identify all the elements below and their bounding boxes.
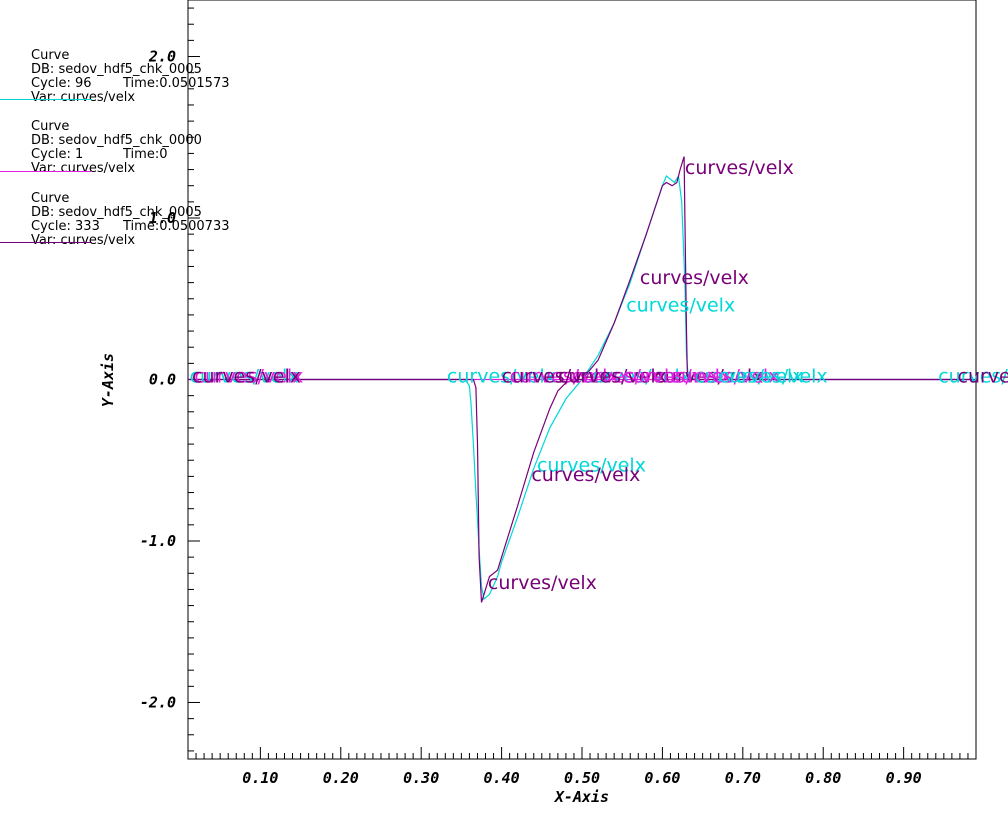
- curve-label: curves/velx: [670, 366, 779, 388]
- curve-label: curves/velx: [640, 267, 749, 289]
- curve-label: curves/velx: [190, 366, 299, 388]
- legend-entry: Curve DB: sedov_hdf5_chk_0005 Cycle: 96 T…: [0, 48, 230, 105]
- curve-label: curves/velx: [531, 464, 640, 486]
- legend-line-swatch: [0, 242, 92, 243]
- legend-time: Time:0.0500733: [123, 219, 230, 234]
- legend-var: Var: curves/velx: [31, 90, 136, 105]
- y-tick-label: 0.0: [149, 371, 176, 389]
- axis-ticks: [188, 7, 977, 759]
- legend-time: Time:0.0501573: [123, 76, 230, 91]
- legend-cycle-time: Cycle: 1 Time:0: [31, 148, 202, 162]
- curve-label: curves/velx: [626, 294, 735, 316]
- curve-label: curves/velx: [488, 572, 597, 594]
- x-tick-label: 0.30: [403, 769, 439, 787]
- legend-var: Var: curves/velx: [31, 233, 136, 248]
- curve-label: curves/velx: [695, 366, 804, 388]
- legend-cycle-time: Cycle: 333 Time:0.0500733: [31, 220, 230, 234]
- x-tick-label: 0.10: [242, 769, 278, 787]
- curve-label: curves/velx: [502, 366, 611, 388]
- legend-curve-name: Curve: [31, 191, 70, 206]
- curve-label: curves/velx: [194, 366, 303, 388]
- legend-cycle: Cycle: 333: [31, 219, 100, 234]
- legend-var: Var: curves/velx: [31, 161, 136, 176]
- legend-line-swatch: [0, 171, 92, 172]
- curve-label: curves/velx: [938, 366, 1008, 388]
- legend-curve-name: Curve: [31, 48, 70, 63]
- x-tick-label: 0.50: [564, 769, 600, 787]
- legend-curve-name: Curve: [31, 119, 70, 134]
- legend-cycle: Cycle: 96: [31, 76, 92, 91]
- y-tick-label: 2.0: [148, 48, 176, 66]
- x-tick-label: 0.20: [323, 769, 359, 787]
- curve-label: curves/velx: [572, 366, 681, 388]
- series-line-2: [188, 156, 976, 603]
- curve-label: curves/velx: [719, 366, 828, 388]
- legend-entry: Curve DB: sedov_hdf5_chk_0000 Cycle: 1 Ti…: [0, 119, 202, 176]
- curve-label: curves/velx: [537, 454, 646, 476]
- curve-label: curves/velx: [192, 366, 301, 388]
- curve-label: curves/velx: [582, 366, 691, 388]
- curve-label: curves/velx: [510, 366, 619, 388]
- y-tick-label: -2.0: [140, 693, 176, 711]
- curve-label: curves/velx: [654, 366, 763, 388]
- y-tick-label: 1.0: [149, 209, 176, 227]
- legend-db: DB: sedov_hdf5_chk_0000: [31, 133, 202, 148]
- legend-db: DB: sedov_hdf5_chk_0005: [31, 62, 202, 77]
- series-line-0: [188, 174, 976, 601]
- x-tick-label: 0.80: [805, 769, 841, 787]
- x-axis-title: X-Axis: [553, 788, 609, 806]
- x-tick-label: 0.60: [644, 769, 680, 787]
- x-tick-label: 0.90: [886, 769, 922, 787]
- x-tick-label: 0.70: [725, 769, 761, 787]
- curve-label: curves/velx: [958, 366, 1008, 388]
- legend-cycle-time: Cycle: 96 Time:0.0501573: [31, 77, 230, 91]
- curve-label: curves/velx: [558, 366, 667, 388]
- legend-db: DB: sedov_hdf5_chk_0005: [31, 205, 202, 220]
- legend-time: Time:0: [123, 147, 168, 162]
- curve-label: curves/velx: [447, 366, 556, 388]
- x-tick-label: 0.40: [484, 769, 520, 787]
- legend-entry: Curve DB: sedov_hdf5_chk_0005 Cycle: 333…: [0, 191, 230, 248]
- legend-line-swatch: [0, 99, 92, 100]
- axis-tick-labels: 0.10 0.20 0.30 0.40 0.50 0.60 0.70 0.80 0.90 -2.0…: [140, 48, 922, 787]
- curve-label: curves/velx: [685, 157, 794, 179]
- curve-label: curves/velx: [622, 366, 731, 388]
- series-lines: [188, 156, 976, 603]
- y-tick-label: -1.0: [140, 532, 176, 550]
- legend-cycle: Cycle: 1: [31, 147, 84, 162]
- y-axis-title: Y-Axis: [99, 353, 117, 407]
